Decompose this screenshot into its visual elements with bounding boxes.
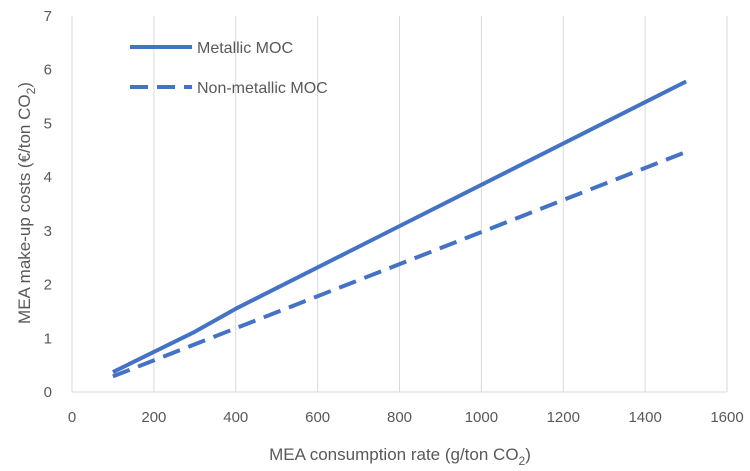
x-axis-title-end: ) (525, 445, 531, 464)
x-tick-label: 600 (305, 409, 330, 426)
y-tick-label: 4 (44, 169, 52, 186)
y-tick-label: 1 (44, 330, 52, 347)
y-axis-title: MEA make-up costs (€/ton CO2) (15, 82, 38, 324)
legend-label-non-metallic: Non-metallic MOC (197, 80, 328, 97)
y-tick-label: 3 (44, 223, 52, 240)
x-tick-label: 1200 (547, 409, 580, 426)
x-tick-label: 1000 (465, 409, 498, 426)
legend-label-metallic: Metallic MOC (197, 40, 293, 57)
y-axis-title-main: MEA make-up costs (€/ton CO (15, 94, 34, 324)
x-axis-title-main: MEA consumption rate (g/ton CO (269, 445, 518, 464)
legend: Metallic MOC Non-metallic MOC (130, 40, 328, 97)
y-axis-title-end: ) (15, 82, 34, 88)
x-axis-title: MEA consumption rate (g/ton CO2) (269, 445, 531, 468)
y-tick-label: 0 (44, 384, 52, 401)
x-tick-label: 0 (68, 409, 76, 426)
y-tick-label: 7 (44, 8, 52, 25)
y-tick-label: 6 (44, 62, 52, 79)
series-layer (112, 79, 688, 379)
y-axis-title-sub: 2 (24, 87, 38, 94)
grid-lines (71, 16, 728, 393)
x-tick-label: 800 (387, 409, 412, 426)
x-tick-labels: 0 200 400 600 800 1000 1200 1400 1600 (68, 409, 744, 426)
x-tick-label: 200 (141, 409, 166, 426)
x-tick-label: 1600 (710, 409, 743, 426)
y-tick-label: 2 (44, 277, 52, 294)
series-line-metallic (112, 79, 688, 374)
x-tick-label: 400 (223, 409, 248, 426)
y-tick-label: 5 (44, 115, 52, 132)
series-line-non-metallic (112, 150, 687, 379)
y-tick-labels: 0 1 2 3 4 5 6 7 (44, 8, 52, 401)
x-axis-title-sub: 2 (519, 454, 526, 468)
x-tick-label: 1400 (628, 409, 661, 426)
